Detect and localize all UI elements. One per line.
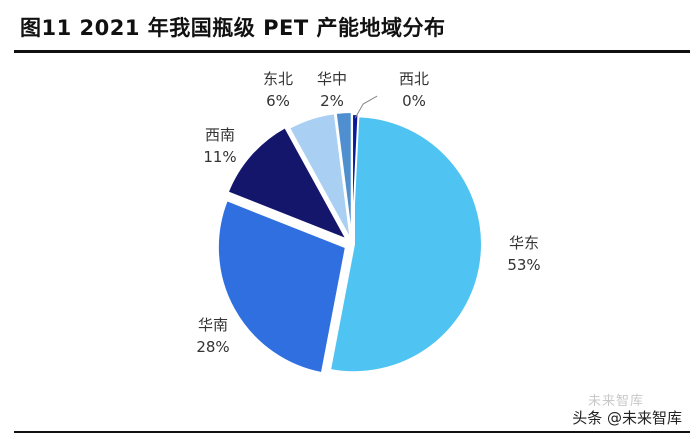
slice-label-value-6: 0% <box>402 92 426 110</box>
slice-label-value-5: 2% <box>320 92 344 110</box>
slice-label-name-4: 东北 <box>263 70 293 88</box>
slice-label-value-4: 6% <box>266 92 290 110</box>
chart-title: 图11 2021 年我国瓶级 PET 产能地域分布 <box>20 16 446 40</box>
slice-label-name-1: 华东 <box>509 234 539 252</box>
watermark-faint: 未来智库 <box>587 394 644 409</box>
slice-label-value-1: 53% <box>507 256 540 274</box>
pie-slice-5 <box>334 111 353 241</box>
leader-line-6 <box>354 95 378 119</box>
pie-slice-1 <box>328 115 483 374</box>
slice-label-name-5: 华中 <box>317 70 347 88</box>
slice-label-name-6: 西北 <box>399 70 429 88</box>
slice-label-name-2: 华南 <box>198 316 228 334</box>
pie-slice-4 <box>287 112 352 241</box>
bottom-divider <box>14 431 690 433</box>
slice-labels: 华东 53% 华南 28% 西南 11% 东北 6% 华中 2% 西北 0% <box>196 70 540 356</box>
slice-label-name-3: 西南 <box>205 126 235 144</box>
leader-lines <box>354 95 378 119</box>
title-divider <box>14 50 690 53</box>
slice-label-value-3: 11% <box>203 148 236 166</box>
pie-slice-6 <box>351 113 360 243</box>
slice-label-value-2: 28% <box>196 338 229 356</box>
watermark: 头条 @未来智库 <box>568 406 686 429</box>
pie-slice-2 <box>216 198 348 375</box>
pie-slices <box>216 111 483 375</box>
pie-slice-3 <box>226 125 349 242</box>
